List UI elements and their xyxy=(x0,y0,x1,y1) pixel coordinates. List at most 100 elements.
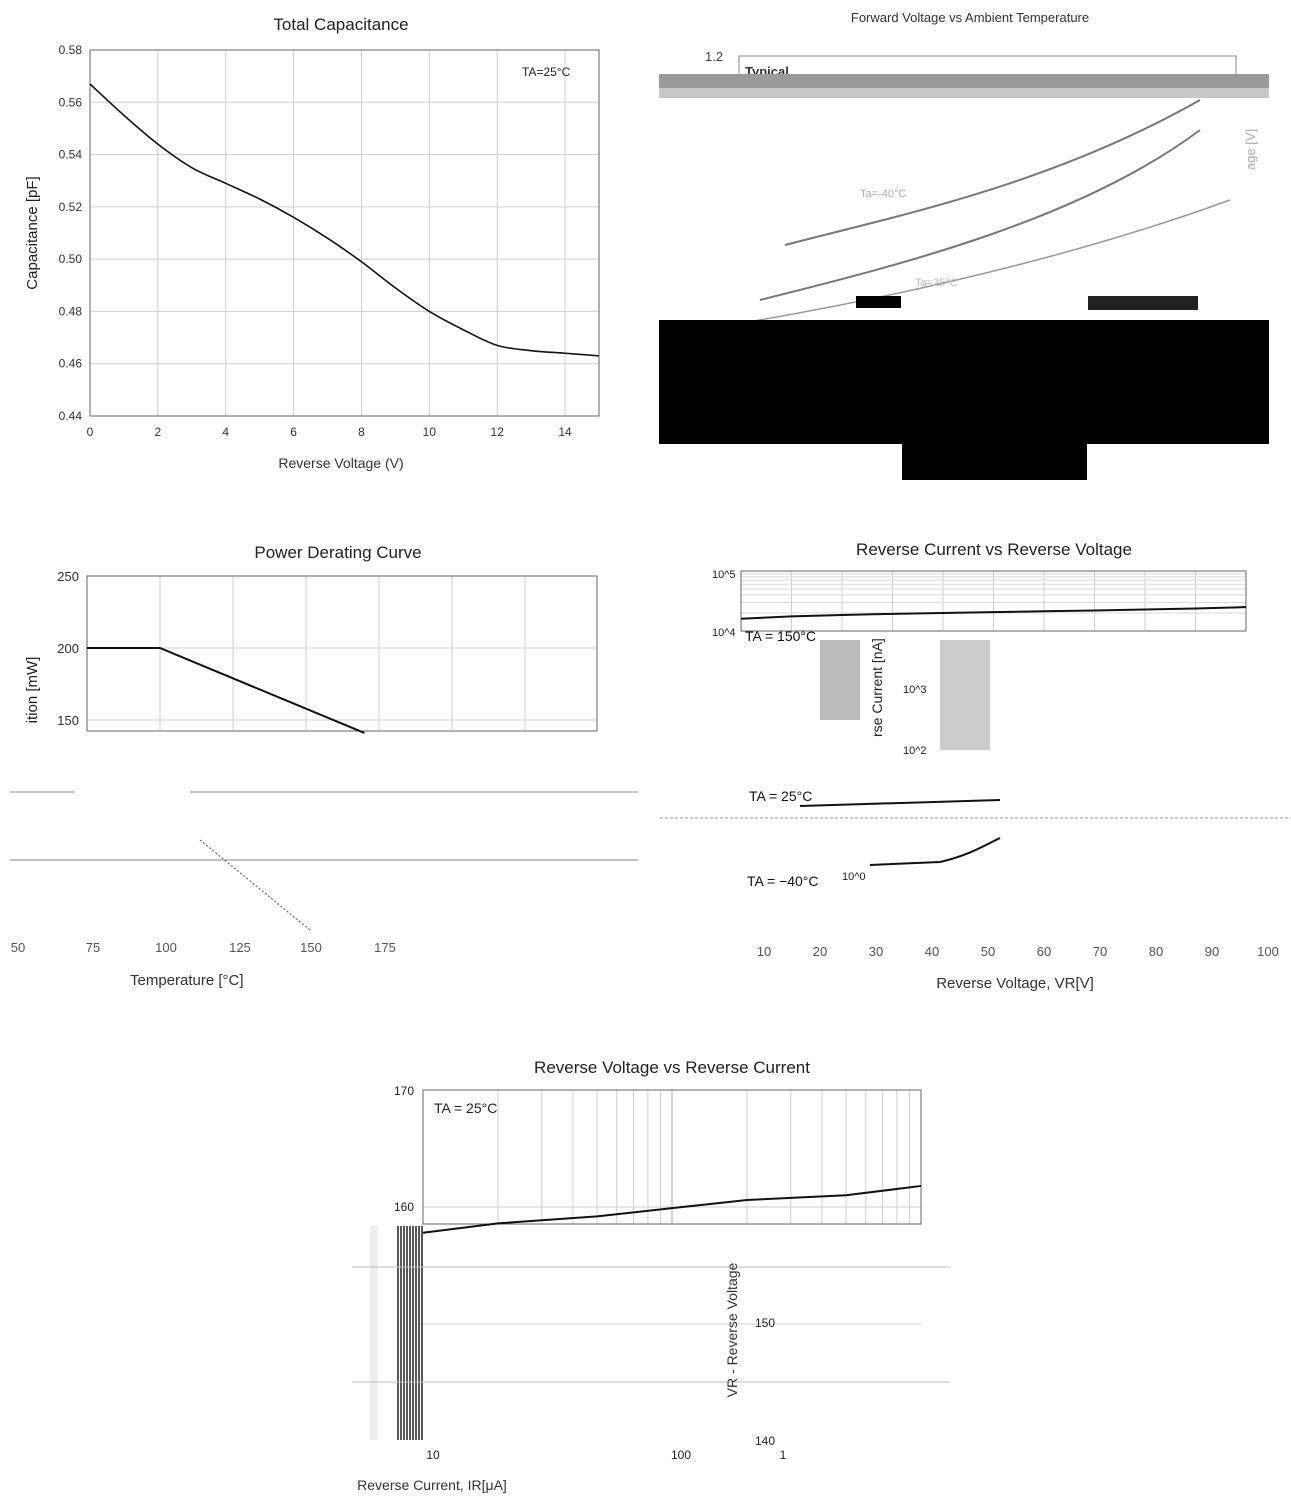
reverse-current-x-tick: 20 xyxy=(813,944,827,959)
capacitance-series-line xyxy=(89,83,600,357)
reverse-current-plot-frame xyxy=(740,570,1247,632)
reverse-voltage-title: Reverse Voltage vs Reverse Current xyxy=(534,1058,810,1077)
capacitance-y-tick: 0.54 xyxy=(59,148,83,162)
forward-voltage-curve-2 xyxy=(759,129,1201,301)
forward-voltage-glitch-a xyxy=(856,296,901,308)
capacitance-plot-frame xyxy=(89,49,600,417)
reverse-current-x-tick: 70 xyxy=(1093,944,1107,959)
forward-voltage-glitch-band-2 xyxy=(659,88,1269,98)
reverse-voltage-x-tick-10: 10 xyxy=(426,1448,440,1462)
forward-voltage-y-label-fragment: age [V] xyxy=(1243,129,1258,170)
reverse-voltage-grid xyxy=(423,1090,921,1325)
derating-chart: Power Derating Curve 250 200 150 ition [mW… xyxy=(10,543,638,989)
reverse-voltage-y-label: VR - Reverse Voltage xyxy=(724,1262,740,1397)
capacitance-x-tick: 4 xyxy=(222,425,229,439)
derating-y-tick: 200 xyxy=(57,641,79,656)
derating-x-tick: 150 xyxy=(300,940,322,955)
capacitance-title: Total Capacitance xyxy=(273,15,408,34)
reverse-current-x-tick: 100 xyxy=(1257,944,1279,959)
reverse-voltage-x-tick-100: 100 xyxy=(671,1448,691,1462)
reverse-current-y-tick-1e5: 10^5 xyxy=(712,569,736,581)
reverse-voltage-plot-frame xyxy=(422,1089,922,1225)
reverse-current-grid xyxy=(741,571,1246,631)
derating-glitch-trace xyxy=(199,839,311,931)
reverse-current-glitch-a xyxy=(820,640,860,720)
reverse-current-x-tick: 80 xyxy=(1149,944,1163,959)
derating-x-ticks: 50 75 100 125 150 175 xyxy=(11,940,396,955)
forward-voltage-label-room: Ta=25°C xyxy=(915,277,958,289)
derating-y-tick: 250 xyxy=(57,569,79,584)
forward-voltage-title: Forward Voltage vs Ambient Temperature xyxy=(851,10,1089,25)
capacitance-y-tick: 0.58 xyxy=(59,43,83,57)
reverse-voltage-y-tick-170: 170 xyxy=(394,1084,414,1098)
capacitance-x-tick: 10 xyxy=(423,425,437,439)
derating-y-ticks: 250 200 150 xyxy=(57,569,79,728)
reverse-current-x-label: Reverse Voltage, VR[V] xyxy=(936,975,1094,992)
forward-voltage-curve-1 xyxy=(784,99,1201,246)
reverse-current-series-25 xyxy=(799,799,1001,807)
derating-plot-frame xyxy=(86,575,598,732)
forward-voltage-glitch-b xyxy=(1088,296,1198,310)
derating-series-line xyxy=(87,647,365,734)
reverse-current-chart: Reverse Current vs Reverse Voltage 10^5 … xyxy=(660,540,1291,992)
reverse-current-y-tick-1e3: 10^3 xyxy=(903,684,927,696)
capacitance-x-tick: 14 xyxy=(558,425,572,439)
derating-grid xyxy=(87,575,597,730)
reverse-current-x-tick: 50 xyxy=(981,944,995,959)
derating-x-tick: 175 xyxy=(374,940,396,955)
reverse-current-y-tick-1e2: 10^2 xyxy=(903,745,927,757)
reverse-voltage-glitch-bar-light xyxy=(370,1226,378,1440)
reverse-voltage-series-line xyxy=(422,1184,922,1234)
reverse-current-x-ticks: 10 20 30 40 50 60 70 80 90 100 xyxy=(757,944,1279,959)
capacitance-x-tick: 0 xyxy=(87,425,94,439)
capacitance-x-tick: 6 xyxy=(290,425,297,439)
forward-voltage-chart: Forward Voltage vs Ambient Temperature 1… xyxy=(659,10,1269,480)
reverse-current-glitch-b xyxy=(940,640,990,750)
capacitance-x-tick: 8 xyxy=(358,425,365,439)
capacitance-x-ticks: 0 2 4 6 8 10 12 14 xyxy=(87,425,572,439)
derating-y-label-fragment: ition [mW] xyxy=(24,657,41,724)
capacitance-y-tick: 0.48 xyxy=(59,304,83,318)
reverse-current-y-tick-1e4: 10^4 xyxy=(712,627,736,639)
derating-x-label: Temperature [°C] xyxy=(130,972,244,989)
capacitance-y-ticks: 0.44 0.46 0.48 0.50 0.52 0.54 0.56 0.58 xyxy=(59,43,83,423)
reverse-current-x-tick: 40 xyxy=(925,944,939,959)
reverse-current-y-label-fragment: rse Current [nA] xyxy=(869,638,885,737)
reverse-voltage-annotation: TA = 25°C xyxy=(434,1100,497,1116)
capacitance-x-label: Reverse Voltage (V) xyxy=(278,455,403,471)
capacitance-y-tick: 0.46 xyxy=(59,357,83,371)
derating-x-tick: 75 xyxy=(86,940,100,955)
derating-x-tick: 100 xyxy=(155,940,177,955)
capacitance-x-tick: 12 xyxy=(491,425,505,439)
reverse-current-x-tick: 10 xyxy=(757,944,771,959)
reverse-current-series-minus40 xyxy=(869,837,1001,866)
derating-title: Power Derating Curve xyxy=(254,543,421,562)
reverse-voltage-y-tick-140: 140 xyxy=(755,1434,775,1448)
capacitance-y-tick: 0.52 xyxy=(59,200,83,214)
reverse-voltage-glitch-bars xyxy=(370,1226,423,1440)
reverse-current-title: Reverse Current vs Reverse Voltage xyxy=(856,540,1132,559)
capacitance-x-tick: 2 xyxy=(155,425,162,439)
reverse-current-x-tick: 60 xyxy=(1037,944,1051,959)
reverse-current-y-tick-1e0: 10^0 xyxy=(842,871,866,883)
capacitance-y-tick: 0.44 xyxy=(59,409,83,423)
forward-voltage-curve-3 xyxy=(699,199,1231,331)
reverse-current-series-150 xyxy=(740,606,1247,620)
capacitance-y-tick: 0.50 xyxy=(59,252,83,266)
reverse-voltage-y-tick-160: 160 xyxy=(394,1200,414,1214)
reverse-current-x-tick: 90 xyxy=(1205,944,1219,959)
forward-voltage-label-cold: Ta=-40°C xyxy=(860,188,906,200)
derating-y-tick: 150 xyxy=(57,713,79,728)
forward-voltage-black-strip xyxy=(902,444,1087,480)
forward-voltage-y-top-tick: 1.2 xyxy=(705,49,723,64)
reverse-current-x-tick: 30 xyxy=(869,944,883,959)
derating-x-tick: 125 xyxy=(229,940,251,955)
derating-x-tick: 50 xyxy=(11,940,25,955)
reverse-current-series-label-25: TA = 25°C xyxy=(749,788,812,804)
forward-voltage-black-block xyxy=(659,320,1269,444)
reverse-voltage-y-tick-150: 150 xyxy=(755,1316,775,1330)
capacitance-y-tick: 0.56 xyxy=(59,95,83,109)
capacitance-chart: Total Capacitance 0.440.460.480.500.520.… xyxy=(24,15,600,471)
reverse-current-series-label-minus40: TA = −40°C xyxy=(747,873,819,889)
